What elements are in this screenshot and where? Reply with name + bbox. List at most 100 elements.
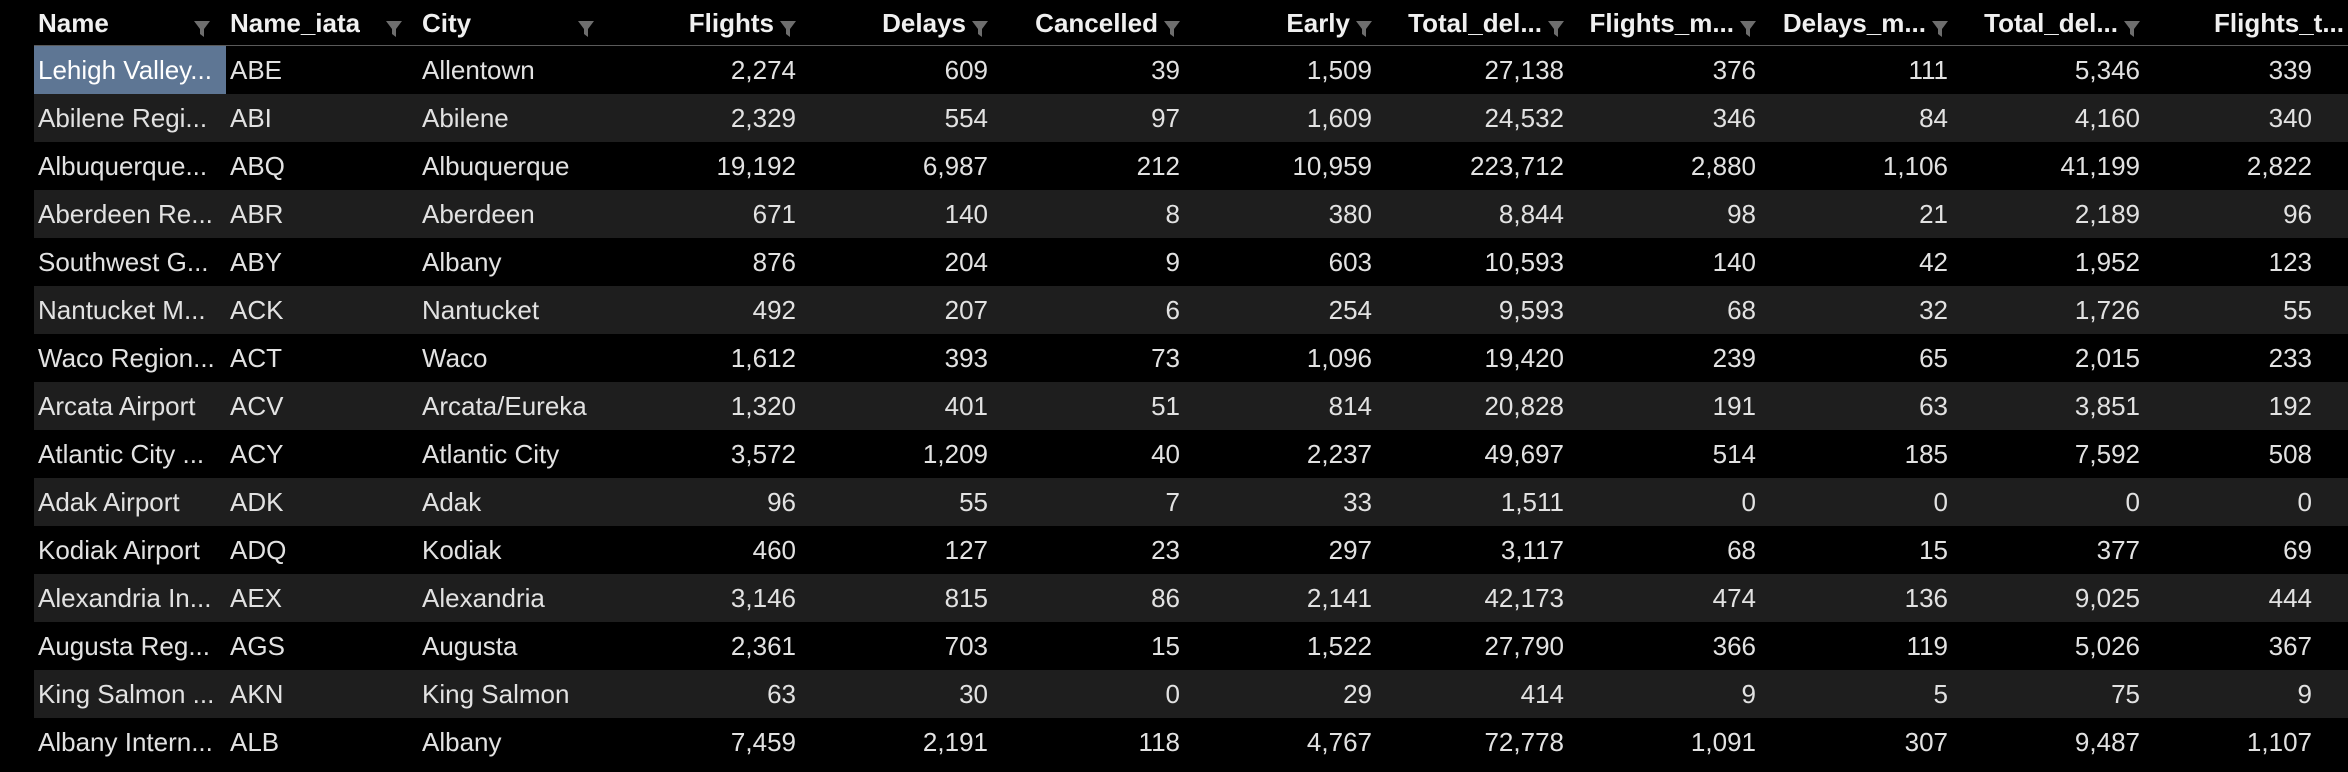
table-cell[interactable]: 118 [1138,727,1180,757]
table-cell[interactable]: 123 [2268,247,2312,277]
table-cell[interactable]: 0 [1165,679,1180,709]
table-cell[interactable]: 5,026 [2074,631,2140,661]
table-cell[interactable]: 42 [1919,247,1948,277]
table-cell[interactable]: 127 [944,535,988,565]
table-cell[interactable]: Albany [422,727,502,757]
table-cell[interactable]: 51 [1151,391,1180,421]
table-cell[interactable]: 8,844 [1498,199,1564,229]
table-row[interactable]: Augusta Reg... AGS Augusta 2,361 703 15 1,522 2… [34,622,2348,670]
table-cell[interactable]: 876 [752,247,796,277]
filter-icon[interactable] [386,14,402,37]
table-cell[interactable]: 0 [2297,487,2312,517]
table-cell[interactable]: 140 [1712,247,1756,277]
filter-icon[interactable] [1164,14,1180,37]
table-cell[interactable]: 3,146 [730,583,796,613]
table-cell[interactable]: 492 [752,295,796,325]
table-cell[interactable]: ACT [230,343,282,373]
table-cell[interactable]: Adak [422,487,482,517]
column-header[interactable]: Cancelled [994,0,1186,46]
table-cell[interactable]: 1,726 [2074,295,2140,325]
table-cell[interactable]: 9 [1165,247,1180,277]
table-cell[interactable]: ABE [230,55,283,85]
table-cell[interactable]: 297 [1328,535,1372,565]
table-cell[interactable]: 340 [2268,103,2312,133]
table-cell[interactable]: 75 [2111,679,2140,709]
table-cell[interactable]: ADK [230,487,284,517]
filter-icon[interactable] [194,14,210,37]
table-row[interactable]: Kodiak Airport ADQ Kodiak 460 127 23 297 3,117 6… [34,526,2348,574]
table-cell[interactable]: Adak Airport [38,487,180,517]
table-cell[interactable]: ABY [230,247,283,277]
column-header[interactable]: Delays [802,0,994,46]
table-cell[interactable]: 7,459 [730,727,796,757]
table-cell[interactable]: 0 [2125,487,2140,517]
table-cell[interactable]: 2,880 [1690,151,1756,181]
table-cell[interactable]: ACY [230,439,284,469]
table-cell[interactable]: 1,522 [1306,631,1372,661]
table-cell[interactable]: Albuquerque [422,151,570,181]
table-cell[interactable]: 29 [1343,679,1372,709]
table-cell[interactable]: 393 [944,343,988,373]
table-cell[interactable]: 414 [1520,679,1564,709]
table-cell[interactable]: Albany Intern... [38,727,213,757]
table-cell[interactable]: Atlantic City ... [38,439,205,469]
table-cell[interactable]: 814 [1328,391,1372,421]
filter-icon[interactable] [1548,14,1564,37]
table-cell[interactable]: 39 [1151,55,1180,85]
table-cell[interactable]: Waco [422,343,488,373]
table-cell[interactable]: 254 [1328,295,1372,325]
table-cell[interactable]: 55 [959,487,988,517]
table-cell[interactable]: 603 [1328,247,1372,277]
table-cell[interactable]: 377 [2096,535,2140,565]
table-cell[interactable]: AEX [230,583,283,613]
table-cell[interactable]: 42,173 [1484,583,1564,613]
table-row[interactable]: Waco Region... ACT Waco 1,612 393 73 1,096 19,4… [34,334,2348,382]
table-cell[interactable]: 366 [1712,631,1756,661]
column-header[interactable]: Early [1186,0,1378,46]
table-cell[interactable]: Waco Region... [38,343,215,373]
table-cell[interactable]: 86 [1151,583,1180,613]
table-cell[interactable]: 1,952 [2074,247,2140,277]
table-row[interactable]: Aberdeen Re... ABR Aberdeen 671 140 8 380 8,844… [34,190,2348,238]
table-cell[interactable]: Albuquerque... [38,151,208,181]
table-cell[interactable]: 30 [959,679,988,709]
table-cell[interactable]: 65 [1919,343,1948,373]
table-cell[interactable]: 140 [944,199,988,229]
table-row[interactable]: King Salmon ... AKN King Salmon 63 30 0 29 414 9… [34,670,2348,718]
table-cell[interactable]: Arcata/Eureka [422,391,587,421]
table-row[interactable]: Adak Airport ADK Adak 96 55 7 33 1,511 0 0 0 0 [34,478,2348,526]
column-header[interactable]: Name [34,0,226,46]
table-cell[interactable]: 2,237 [1306,439,1372,469]
table-cell[interactable]: 2,822 [2246,151,2312,181]
table-row[interactable]: Lehigh Valley... ABE Allentown 2,274 609 39 1,… [34,46,2348,94]
table-cell[interactable]: 27,138 [1484,55,1564,85]
table-cell[interactable]: 24,532 [1484,103,1564,133]
table-cell[interactable]: 3,851 [2074,391,2140,421]
table-cell[interactable]: AGS [230,631,285,661]
table-cell[interactable]: 460 [752,535,796,565]
table-cell[interactable]: 23 [1151,535,1180,565]
table-cell[interactable]: 239 [1712,343,1756,373]
table-cell[interactable]: 0 [1933,487,1948,517]
column-header[interactable]: Flights_m... [1570,0,1762,46]
table-cell[interactable]: 401 [944,391,988,421]
table-cell[interactable]: 9,593 [1498,295,1564,325]
table-cell[interactable]: 1,107 [2246,727,2312,757]
table-row[interactable]: Albuquerque... ABQ Albuquerque 19,192 6,987 2… [34,142,2348,190]
table-cell[interactable]: 1,509 [1306,55,1372,85]
table-cell[interactable]: Atlantic City [422,439,560,469]
table-cell[interactable]: 5 [1933,679,1948,709]
table-cell[interactable]: 4,767 [1306,727,1372,757]
table-cell[interactable]: 191 [1712,391,1756,421]
table-cell[interactable]: ADQ [230,535,287,565]
table-cell[interactable]: Albany [422,247,502,277]
table-cell[interactable]: Allentown [422,55,535,85]
table-cell[interactable]: Southwest G... [38,247,209,277]
table-cell[interactable]: King Salmon [422,679,570,709]
table-cell[interactable]: ACV [230,391,284,421]
table-cell[interactable]: 1,091 [1690,727,1756,757]
table-cell[interactable]: 6,987 [922,151,988,181]
table-cell[interactable]: AKN [230,679,284,709]
filter-icon[interactable] [1356,14,1372,37]
table-cell[interactable]: 32 [1919,295,1948,325]
